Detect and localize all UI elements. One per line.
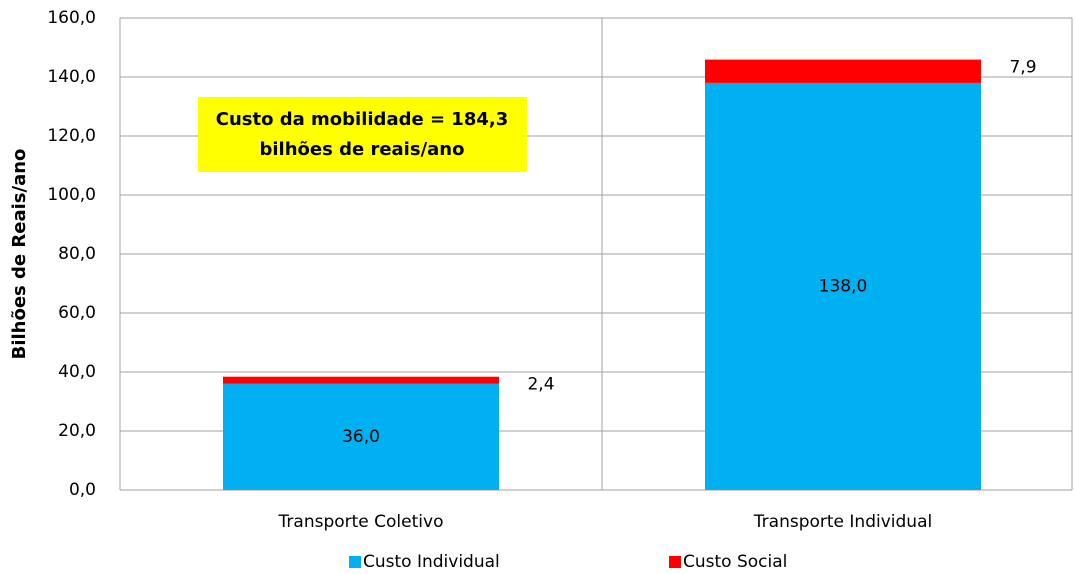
legend-swatch (349, 556, 361, 568)
y-tick-label: 40,0 (58, 362, 96, 382)
y-tick-label: 120,0 (47, 126, 96, 146)
y-tick-label: 80,0 (58, 244, 96, 264)
y-tick-label: 140,0 (47, 67, 96, 87)
y-tick-label: 100,0 (47, 185, 96, 205)
bar-segment (223, 383, 499, 490)
y-tick-label: 160,0 (47, 8, 96, 28)
annotation-box (198, 97, 527, 172)
y-tick-label: 20,0 (58, 421, 96, 441)
x-tick-label: Transporte Individual (753, 512, 932, 532)
value-label: 7,9 (1009, 58, 1036, 78)
bar-segment (223, 376, 499, 384)
value-label: 138,0 (819, 276, 868, 296)
y-tick-label: 60,0 (58, 303, 96, 323)
legend-label: Custo Individual (363, 552, 500, 572)
value-label: 2,4 (527, 375, 554, 395)
legend-swatch (669, 556, 681, 568)
y-tick-label: 0,0 (69, 480, 96, 500)
value-label: 36,0 (342, 427, 380, 447)
y-axis-label: Bilhões de Reais/ano (9, 149, 30, 360)
bar-segment (705, 82, 981, 491)
annotation-text: Custo da mobilidade = 184,3 (216, 109, 508, 130)
x-tick-label: Transporte Coletivo (278, 512, 444, 532)
annotation-text: bilhões de reais/ano (260, 139, 465, 160)
bar-segment (705, 59, 981, 83)
legend-label: Custo Social (683, 552, 787, 572)
